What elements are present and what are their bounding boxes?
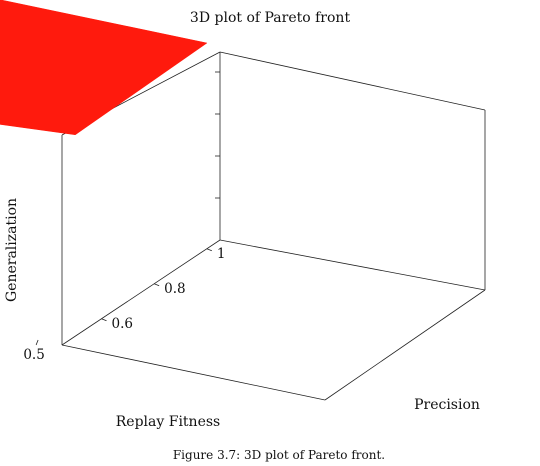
y-tick-mark: [101, 318, 107, 322]
x-axis-label: Replay Fitness: [116, 414, 220, 430]
axis-ticks: 0.90.920.940.9610.90.80.70.60.50.60.81: [23, 71, 226, 363]
y-tick-mark: [154, 283, 160, 287]
figure-caption: Figure 3.7: 3D plot of Pareto front.: [173, 448, 385, 462]
y-tick-label: 0.6: [112, 316, 133, 332]
x-tick-mark: [35, 339, 39, 346]
y-tick-label: 1: [217, 246, 226, 262]
y-tick-label: 0.8: [164, 281, 185, 297]
pareto-surfaces: [0, 0, 208, 135]
axes-box: [61, 51, 486, 401]
z-axis-label: Generalization: [4, 198, 20, 302]
y-tick-mark: [206, 248, 212, 252]
x-tick-label: 0.5: [23, 347, 44, 363]
chart-title: 3D plot of Pareto front: [190, 10, 351, 26]
y-axis-label: Precision: [414, 397, 480, 413]
surface-1: [0, 0, 208, 135]
